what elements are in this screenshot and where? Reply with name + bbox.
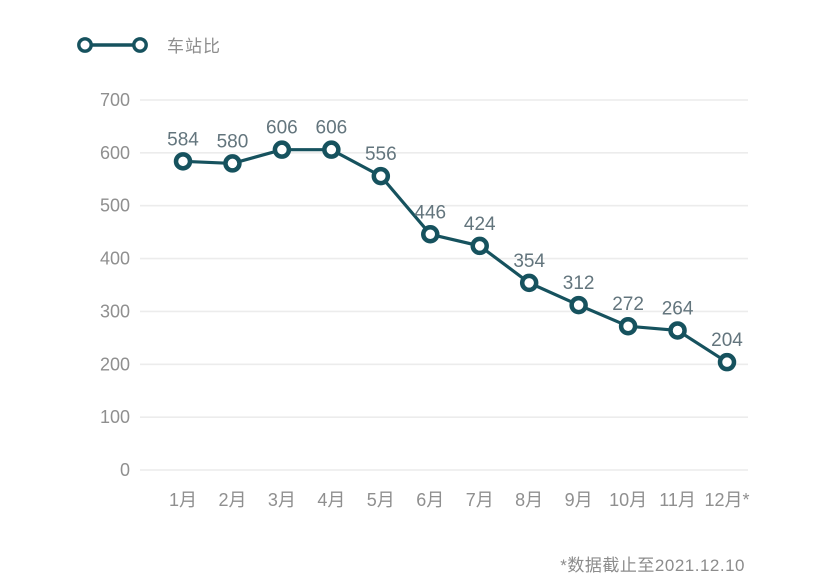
x-axis-tick-label: 11月 xyxy=(659,490,696,510)
data-point-label: 584 xyxy=(167,129,199,150)
data-point-marker xyxy=(470,236,489,256)
series-line xyxy=(182,148,728,364)
x-axis-tick-label: 12月* xyxy=(704,490,749,510)
legend-line-marker-icon xyxy=(77,36,148,53)
data-point-label: 606 xyxy=(316,118,348,139)
x-axis-tick-label: 6月 xyxy=(416,490,444,510)
x-axis-tick-label: 2月 xyxy=(218,490,246,510)
x-axis-tick-label: 7月 xyxy=(466,490,494,510)
legend-label: 车站比 xyxy=(167,37,221,56)
data-point-label: 312 xyxy=(563,273,595,294)
x-axis-tick-label: 8月 xyxy=(515,490,543,510)
data-point-marker xyxy=(272,140,292,159)
x-axis-tick-label: 3月 xyxy=(268,490,296,510)
y-axis-tick-label: 700 xyxy=(100,90,130,110)
y-axis-tick-label: 0 xyxy=(120,460,130,480)
y-axis-tick-label: 100 xyxy=(100,407,130,427)
x-axis-tick-label: 9月 xyxy=(565,490,593,510)
data-point-marker xyxy=(371,166,391,186)
data-point-marker xyxy=(173,152,193,171)
y-axis-tick-label: 400 xyxy=(100,249,130,269)
data-point-label: 606 xyxy=(266,118,298,139)
data-point-label: 204 xyxy=(711,330,743,351)
data-point-label: 264 xyxy=(662,298,694,319)
data-point-label: 354 xyxy=(513,251,545,272)
data-point-marker xyxy=(668,321,687,340)
data-point-marker xyxy=(717,352,737,372)
data-point-marker xyxy=(223,154,242,173)
y-axis-tick-label: 300 xyxy=(100,301,130,321)
x-axis-tick-label: 5月 xyxy=(367,490,395,510)
chart-legend: 车站比 xyxy=(74,32,221,57)
data-point-label: 556 xyxy=(365,144,397,165)
y-axis-tick-label: 200 xyxy=(100,354,130,374)
data-point-label: 580 xyxy=(217,131,249,152)
data-point-label: 272 xyxy=(612,294,644,315)
y-axis-tick-label: 600 xyxy=(100,143,130,163)
data-point-marker xyxy=(519,273,539,293)
x-axis-tick-label: 10月 xyxy=(609,490,647,510)
x-axis-tick-label: 4月 xyxy=(317,490,345,510)
data-point-label: 446 xyxy=(414,202,446,223)
footnote: *数据截止至2021.12.10 xyxy=(560,556,745,575)
data-point-marker xyxy=(569,295,588,315)
data-point-marker xyxy=(421,225,440,244)
data-point-marker xyxy=(618,316,638,336)
data-point-marker xyxy=(322,140,341,159)
y-axis-tick-label: 500 xyxy=(100,196,130,216)
x-axis-tick-label: 1月 xyxy=(169,490,197,510)
data-point-label: 424 xyxy=(464,214,496,235)
